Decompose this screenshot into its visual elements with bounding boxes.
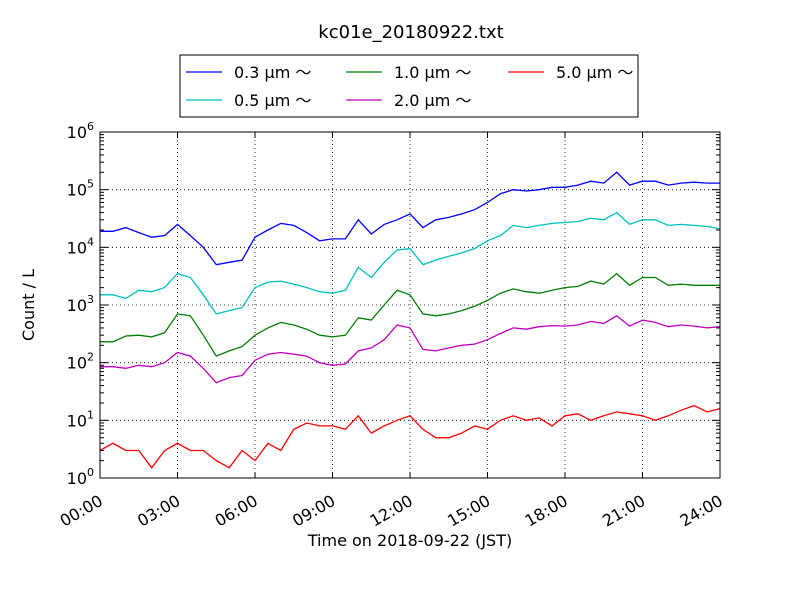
y-tick-label: 105 xyxy=(67,178,94,200)
y-tick-label: 101 xyxy=(67,408,94,430)
series-line xyxy=(100,211,721,315)
legend-label: 2.0 μm ～ xyxy=(394,91,471,110)
series-line xyxy=(99,404,721,469)
y-tick-label: 103 xyxy=(67,293,94,315)
y-tick-label: 100 xyxy=(67,466,94,488)
legend-label: 0.3 μm ～ xyxy=(234,63,311,82)
legend-box xyxy=(179,54,639,118)
series-lines xyxy=(99,171,721,469)
legend-label: 0.5 μm ～ xyxy=(234,91,311,110)
series-line xyxy=(100,272,720,357)
chart-title: kc01e_20180922.txt xyxy=(318,22,503,43)
legend-label: 5.0 μm ～ xyxy=(556,63,633,82)
y-tick-labels: 100 101 102 103 104 105 106 xyxy=(67,120,94,488)
y-tick-label: 106 xyxy=(67,120,94,142)
legend: 0.3 μm ～ 0.5 μm ～ 1.0 μm ～ 2.0 μm ～ 5.0 μm ～ xyxy=(179,54,639,118)
y-tick-label: 104 xyxy=(67,235,94,257)
x-axis-label: Time on 2018-09-22 (JST) xyxy=(307,531,512,550)
y-axis-label: Count / L xyxy=(19,269,38,341)
legend-label: 1.0 μm ～ xyxy=(394,63,471,82)
axis-ticks xyxy=(99,131,721,479)
series-line xyxy=(100,171,720,266)
series-line xyxy=(100,315,721,384)
y-tick-label: 102 xyxy=(67,351,94,373)
grid-lines xyxy=(100,132,720,478)
